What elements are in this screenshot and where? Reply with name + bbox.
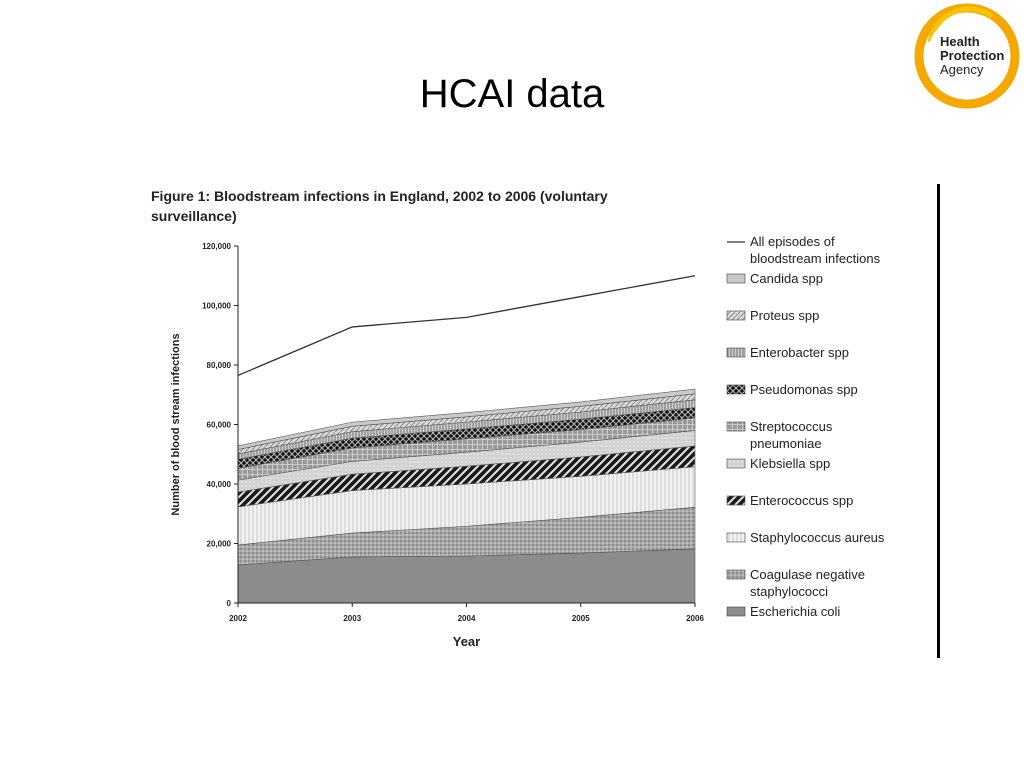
figure-caption-line-1: Figure 1: Bloodstream infections in Engl… — [151, 188, 608, 204]
legend-label-escherichia-coli: Escherichia coli — [750, 604, 840, 619]
legend-label-all-episodes-of-bloodstream-infections: All episodes of — [750, 234, 835, 249]
legend-swatch-enterococcus-spp — [726, 495, 746, 506]
logo-swoosh — [927, 6, 994, 43]
health-protection-agency-logo: Health Protection Agency — [914, 3, 1020, 109]
legend-label-coagulase-negative-staphylococci: Coagulase negative — [750, 567, 865, 582]
legend-swatch-pseudomonas-spp — [726, 384, 746, 395]
y-tick-label: 40,000 — [207, 480, 232, 489]
x-tick-label: 2003 — [343, 614, 361, 623]
area-candida-spp — [237, 388, 696, 450]
logo-center — [927, 16, 1007, 96]
legend-label-enterobacter-spp: Enterobacter spp — [750, 345, 849, 360]
x-tick-label: 2002 — [229, 614, 247, 623]
logo-text-agency: Agency — [940, 62, 984, 77]
legend-swatch-streptococcus-pneumoniae — [726, 421, 746, 432]
legend-swatch-coagulase-negative-staphylococci — [726, 569, 746, 580]
x-tick-label: 2005 — [572, 614, 590, 623]
legend-label-all-episodes-of-bloodstream-infections: bloodstream infections — [750, 251, 881, 266]
legend-swatch-candida-spp — [726, 273, 746, 284]
legend-label-klebsiella-spp: Klebsiella spp — [750, 456, 830, 471]
line-all-episodes-of-bloodstream-infections — [237, 275, 696, 377]
legend-label-proteus-spp: Proteus spp — [750, 308, 819, 323]
legend-label-pseudomonas-spp: Pseudomonas spp — [750, 382, 858, 397]
y-axis-title: Number of blood stream infections — [170, 333, 182, 515]
legend-label-coagulase-negative-staphylococci: staphylococci — [750, 584, 828, 599]
x-axis-title: Year — [453, 634, 480, 649]
legend: All episodes of bloodstream infections Can… — [726, 234, 885, 619]
legend-label-staphylococcus-aureus: Staphylococcus aureus — [750, 530, 885, 545]
y-tick-label: 120,000 — [202, 242, 231, 251]
axes: 0 20,000 40,000 60,000 80,000 100,000 120,000 2… — [170, 242, 704, 649]
y-tick-label: 60,000 — [207, 421, 232, 430]
legend-label-enterococcus-spp: Enterococcus spp — [750, 493, 853, 508]
x-tick-label: 2006 — [686, 614, 704, 623]
x-tick-label: 2004 — [458, 614, 476, 623]
vertical-rule — [937, 184, 940, 658]
legend-swatch-proteus-spp — [726, 310, 746, 321]
legend-label-streptococcus-pneumoniae: pneumoniae — [750, 436, 822, 451]
legend-label-streptococcus-pneumoniae: Streptococcus — [750, 419, 833, 434]
total-line-layer — [237, 275, 696, 377]
legend-label-candida-spp: Candida spp — [750, 271, 823, 286]
logo-text-protection: Protection — [940, 48, 1004, 63]
logo-text-health: Health — [940, 34, 980, 49]
stacked-area-chart: 0 20,000 40,000 60,000 80,000 100,000 120,000 2… — [170, 234, 885, 649]
y-tick-label: 0 — [227, 599, 232, 608]
legend-swatch-enterobacter-spp — [726, 347, 746, 358]
y-tick-label: 100,000 — [202, 302, 231, 311]
figure-caption: Figure 1: Bloodstream infections in Engl… — [151, 186, 731, 226]
legend-swatch-staphylococcus-aureus — [726, 532, 746, 543]
slide-title: HCAI data — [419, 72, 605, 116]
legend-swatch-klebsiella-spp — [726, 458, 746, 469]
y-tick-label: 20,000 — [207, 540, 232, 549]
stacked-areas — [237, 388, 696, 604]
y-tick-label: 80,000 — [207, 361, 232, 370]
legend-swatch-escherichia-coli — [726, 606, 746, 617]
figure-caption-line-2: surveillance) — [151, 208, 237, 224]
